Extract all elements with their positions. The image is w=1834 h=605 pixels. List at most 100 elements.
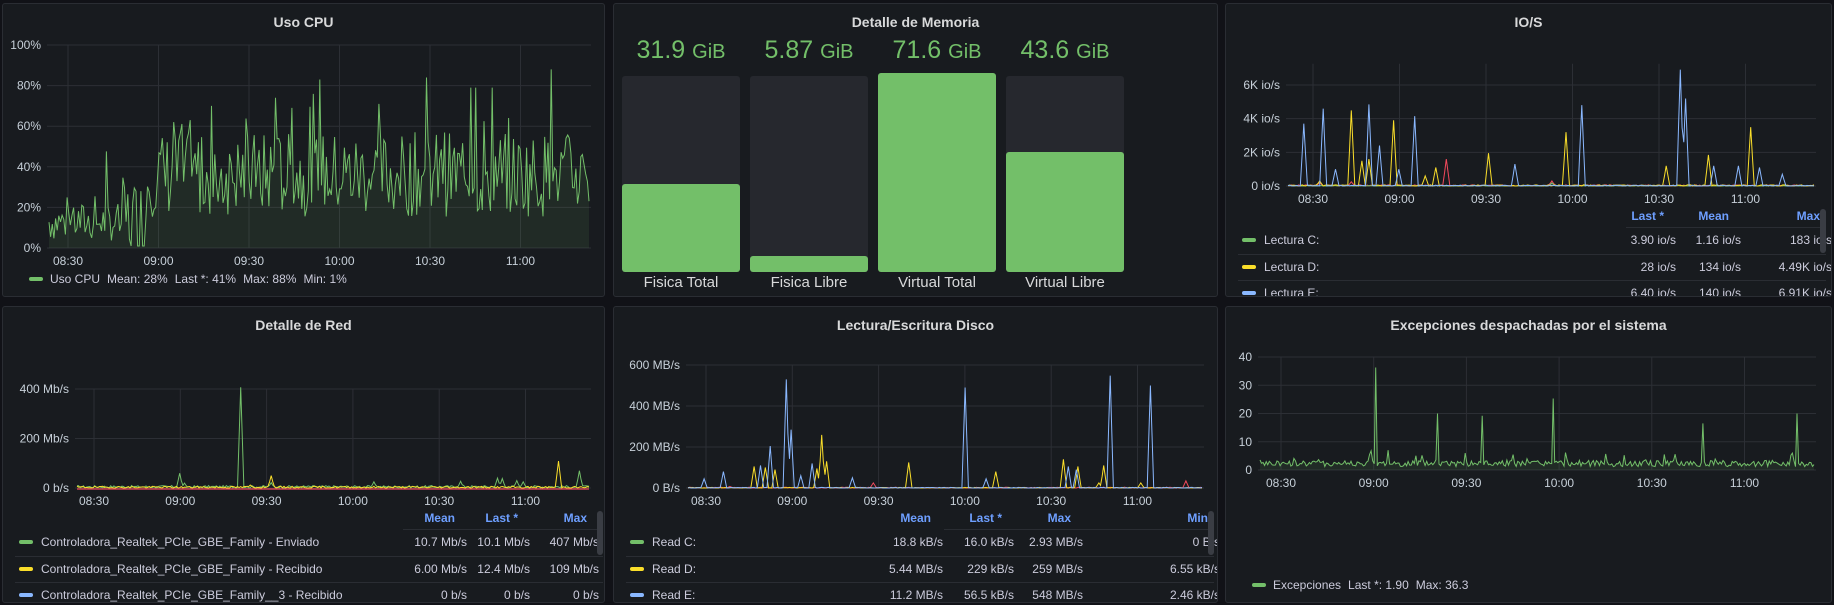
legend-header-mean[interactable]: Mean (424, 511, 455, 525)
legend-row[interactable]: Controladora_Realtek_PCIe_GBE_Family - E… (15, 530, 603, 553)
legend-min: Min: 1% (303, 272, 347, 286)
legend-value-mean: 18.8 kB/s (892, 535, 943, 549)
gauge-number: 71.6 (892, 36, 942, 64)
legend-series-name[interactable]: Controladora_Realtek_PCIe_GBE_Family__3 … (41, 588, 343, 602)
disk-read-e-line (687, 375, 1203, 489)
legend-last: Last *: 41% (174, 272, 237, 286)
panel-detalle-memoria[interactable]: Detalle de Memoria 31.9 GiB Fisica Total 5… (613, 3, 1218, 297)
x-tick-label: 10:30 (1644, 192, 1674, 206)
legend-value-last: 16.0 kB/s (963, 535, 1014, 549)
legend-series[interactable]: Lectura C: (1242, 233, 1319, 247)
disk-red-line (687, 479, 1203, 489)
legend-value-last: 0 b/s (503, 588, 530, 602)
legend-row[interactable]: Lectura C: 1.16 io/s 3.90 io/s 183 io/s (1238, 228, 1831, 251)
panel-title: Uso CPU (273, 14, 334, 30)
legend-swatch (630, 593, 644, 597)
legend-series[interactable]: Read E: (630, 588, 695, 602)
y-tick-label: 40 (1239, 350, 1253, 364)
legend-series-name[interactable]: Uso CPU (50, 272, 101, 286)
legend-row[interactable]: Controladora_Realtek_PCIe_GBE_Family__3 … (15, 582, 603, 602)
legend-series[interactable]: Read C: (630, 535, 696, 549)
legend-value-last: 12.4 Mb/s (477, 562, 530, 576)
y-tick-label: 4K io/s (1243, 112, 1280, 126)
net-recibido-line (76, 460, 590, 489)
legend-row[interactable]: Lectura D: 134 io/s 28 io/s 4.49K io/s (1238, 254, 1831, 278)
net-enviado-line (76, 387, 590, 489)
legend-value-mean: 134 io/s (1698, 260, 1741, 274)
legend-series[interactable]: Lectura D: (1242, 260, 1319, 274)
exc-legend[interactable]: Excepciones Last *: 1.90 Max: 36.3 (1252, 578, 1468, 592)
legend-value-min: 2.46 kB/s (1169, 588, 1218, 602)
x-tick-label: 10:00 (338, 494, 368, 508)
legend-header-mean[interactable]: Mean (900, 511, 931, 525)
legend-scrollbar[interactable] (1208, 511, 1214, 555)
legend-series[interactable]: Controladora_Realtek_PCIe_GBE_Family - E… (19, 535, 319, 549)
legend-header-min[interactable]: Min (1187, 511, 1208, 525)
legend-series-name[interactable]: Read C: (652, 535, 697, 549)
io-legend-table: Mean Last * Max Lectura C: 1.16 io/s 3.90 io/… (1226, 205, 1831, 297)
legend-series[interactable]: Read D: (630, 562, 696, 576)
legend-header-last[interactable]: Last * (485, 511, 518, 525)
x-tick-label: 09:00 (1359, 476, 1389, 490)
panel-io-s[interactable]: IO/S 0 io/s 2K io/s 4K io/s 6K io/s 08:30 09:… (1225, 3, 1832, 297)
legend-value-last: 56.5 kB/s (963, 588, 1014, 602)
legend-series-name[interactable]: Read D: (652, 562, 697, 576)
legend-row[interactable]: Lectura E: 140 io/s 6.40 io/s 6.91K io/s (1238, 280, 1831, 297)
legend-value-mean: 140 io/s (1698, 286, 1741, 297)
panel-excepciones[interactable]: Excepciones despachadas por el sistema 0… (1225, 306, 1832, 603)
legend-series[interactable]: Controladora_Realtek_PCIe_GBE_Family - R… (19, 562, 322, 576)
legend-series-name[interactable]: Read E: (652, 588, 696, 602)
legend-series-name[interactable]: Lectura E: (1264, 286, 1319, 297)
legend-value-max: 548 MB/s (1032, 588, 1083, 602)
gauge-label: Fisica Libre (770, 274, 848, 291)
y-tick-label: 10 (1239, 435, 1253, 449)
x-tick-label: 09:30 (252, 494, 282, 508)
y-tick-label: 400 Mb/s (20, 382, 69, 396)
legend-header-max[interactable]: Max (1796, 209, 1820, 223)
legend-series-name[interactable]: Controladora_Realtek_PCIe_GBE_Family - R… (41, 562, 323, 576)
cpu-legend[interactable]: Uso CPU Mean: 28% Last *: 41% Max: 88% M… (29, 272, 347, 286)
legend-header-max[interactable]: Max (1047, 511, 1071, 525)
gauge-number: 5.87 (764, 36, 814, 64)
legend-swatch (19, 593, 33, 597)
legend-series-name[interactable]: Lectura C: (1264, 233, 1320, 247)
legend-row[interactable]: Controladora_Realtek_PCIe_GBE_Family - R… (15, 556, 603, 580)
legend-header-last[interactable]: Last * (1631, 209, 1664, 223)
legend-value-min: 6.55 kB/s (1169, 562, 1218, 576)
legend-header-mean[interactable]: Mean (1698, 209, 1729, 223)
legend-scrollbar[interactable] (597, 511, 603, 555)
panel-detalle-red[interactable]: Detalle de Red 0 b/s 200 Mb/s 400 Mb/s 08:3… (2, 306, 605, 603)
legend-header-divider (1626, 227, 1826, 228)
legend-header-divider (944, 529, 1214, 530)
legend-header-max[interactable]: Max (563, 511, 587, 525)
legend-swatch (630, 567, 644, 571)
legend-series[interactable]: Lectura E: (1242, 286, 1319, 297)
x-tick-label: 09:30 (864, 494, 894, 508)
legend-series-name[interactable]: Controladora_Realtek_PCIe_GBE_Family - E… (41, 535, 320, 549)
gauge-fill (622, 183, 740, 272)
panel-lectura-escritura-disco[interactable]: Lectura/Escritura Disco 0 B/s 200 MB/s 400… (613, 306, 1218, 603)
gauge-value: 71.6 GiB (878, 36, 996, 65)
y-tick-label: 600 MB/s (629, 358, 680, 372)
gauge-value: 31.9 GiB (622, 36, 740, 65)
gauge-unit: GiB (948, 41, 982, 63)
legend-row[interactable]: Read D: 5.44 MB/s 229 kB/s 259 MB/s 6.55 kB/… (626, 556, 1217, 580)
panel-title: Detalle de Memoria (851, 14, 980, 30)
x-tick-label: 09:30 (1471, 192, 1501, 206)
legend-row[interactable]: Read E: 11.2 MB/s 56.5 kB/s 548 MB/s 2.46 kB… (626, 582, 1217, 602)
exc-chart: 0 10 20 30 40 08:30 09:00 09:30 10:00 10:30 11:00 (1239, 350, 1816, 490)
legend-header-divider (403, 529, 603, 530)
legend-series-name[interactable]: Excepciones (1273, 578, 1342, 592)
legend-value-max: 2.93 MB/s (1028, 535, 1083, 549)
legend-scrollbar[interactable] (1820, 209, 1826, 253)
panel-uso-cpu[interactable]: Uso CPU 0% 20% 40% 60% 80% 100% 08:30 09:00 09:3… (2, 3, 605, 297)
net-legend-table: Mean Last * Max Controladora_Realtek_PCIe_G… (3, 507, 603, 602)
legend-swatch (1242, 238, 1256, 242)
legend-row[interactable]: Read C: 18.8 kB/s 16.0 kB/s 2.93 MB/s 0 B/s (626, 530, 1217, 553)
y-tick-label: 200 Mb/s (20, 432, 69, 446)
legend-series-name[interactable]: Lectura D: (1264, 260, 1320, 274)
y-tick-label: 20 (1239, 407, 1253, 421)
legend-header-last[interactable]: Last * (969, 511, 1002, 525)
legend-series[interactable]: Controladora_Realtek_PCIe_GBE_Family__3 … (19, 588, 343, 602)
net-chart: 0 b/s 200 Mb/s 400 Mb/s 08:30 09:00 09:30 10:0… (20, 382, 591, 508)
